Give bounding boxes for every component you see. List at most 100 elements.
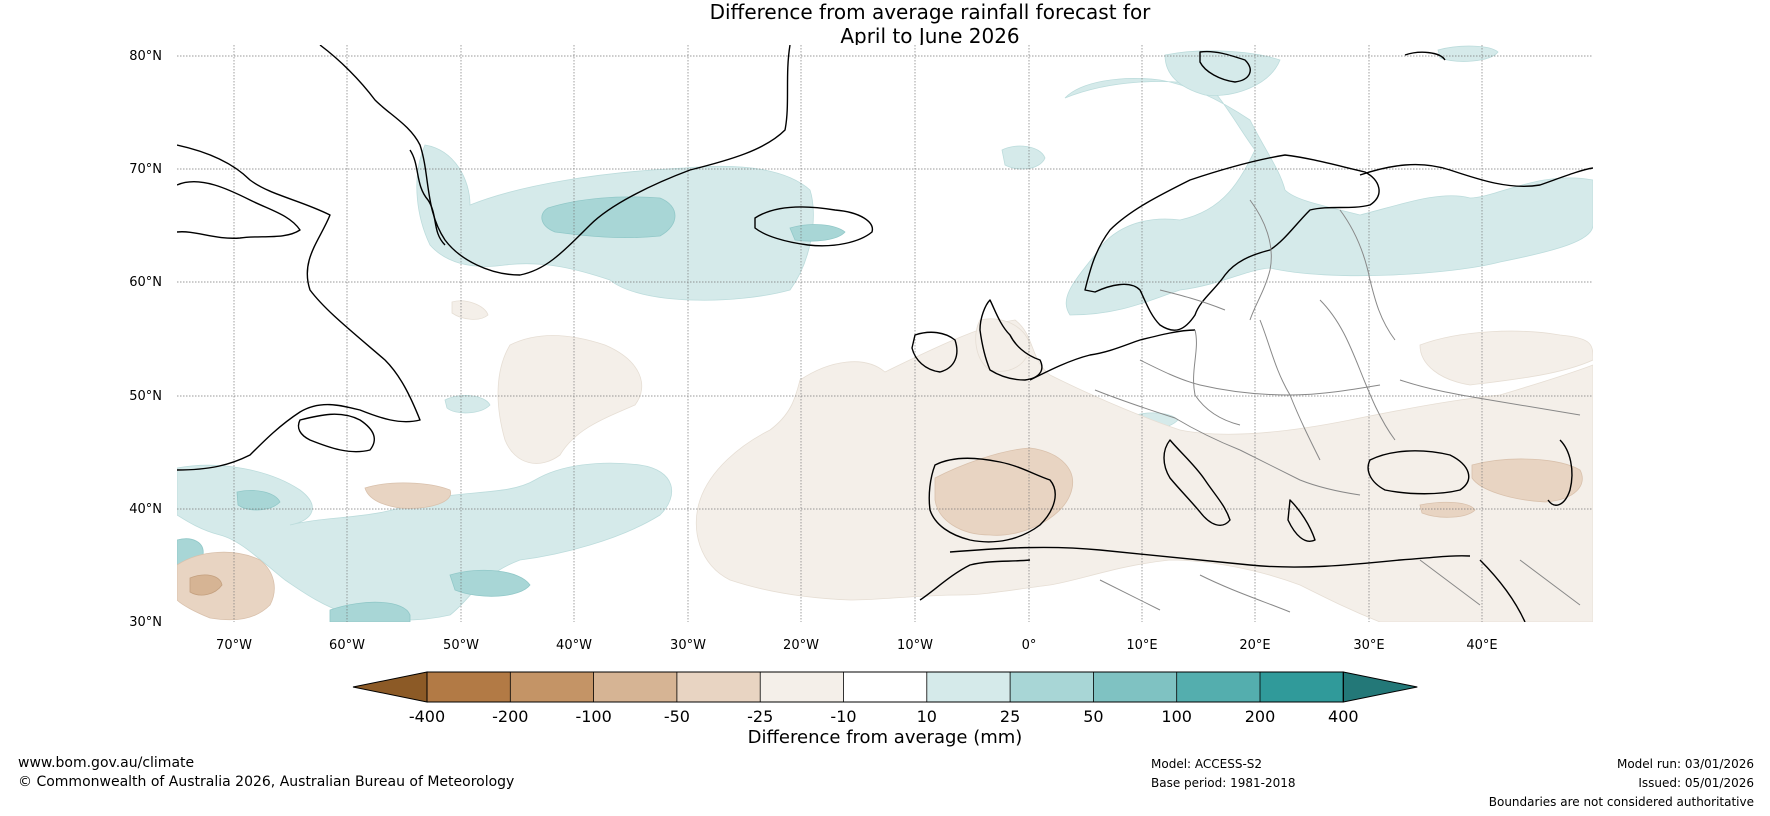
title-line-2: April to June 2026 (840, 24, 1020, 48)
russia-north-coast (1359, 163, 1593, 188)
anomaly-labrador-small (451, 300, 489, 320)
colorbar-segment (427, 672, 511, 702)
greenland-west-fjords (409, 149, 446, 246)
mediterranean-south (949, 546, 1471, 568)
colorbar-segment (926, 672, 1011, 702)
svalbard-coast (1199, 50, 1251, 83)
italy-coast (1163, 439, 1231, 526)
footer-model: Model: ACCESS-S2 (1151, 757, 1263, 771)
anomaly-southwest-core (189, 574, 223, 596)
colorbar-tick-label: -400 (409, 707, 445, 726)
anomaly-atlantic-brown (364, 482, 451, 509)
scandinavia-coast (1084, 154, 1380, 331)
anomaly-arctic-top (1437, 45, 1499, 62)
anomaly-uk (975, 318, 1031, 372)
colorbar-tick-label: -100 (575, 707, 611, 726)
lon-label-10w: 10°W (897, 638, 933, 653)
map-title: Difference from average rainfall forecas… (0, 0, 1770, 48)
colorbar-tick-label: 10 (917, 707, 937, 726)
colorbar-tick-label: -10 (830, 707, 856, 726)
red-sea-coast (1479, 559, 1526, 622)
colorbar-group (352, 671, 1418, 703)
colorbar-tick-label: 25 (1000, 707, 1020, 726)
caspian-sea (1547, 439, 1573, 506)
lat-label-50n: 50°N (129, 389, 162, 404)
uk-coast (979, 299, 1043, 381)
map-content (177, 45, 1593, 622)
lon-label-0: 0° (1022, 638, 1037, 653)
lon-label-30w: 30°W (670, 638, 706, 653)
footer-issued: Issued: 05/01/2026 (1638, 776, 1754, 790)
iberia-coast (928, 457, 1056, 543)
anomaly-south-core (329, 601, 411, 622)
colorbar-segment (1260, 672, 1344, 702)
anomaly-southwest-brown (177, 551, 275, 621)
longitude-labels: 70°W 60°W 50°W 40°W 30°W 20°W 10°W 0° 10… (216, 638, 1498, 653)
lon-label-30e: 30°E (1353, 638, 1384, 653)
anomaly-west-atlantic-core (449, 569, 531, 597)
coastlines (177, 45, 1593, 622)
lon-label-40e: 40°E (1466, 638, 1497, 653)
colorbar-tick-label: -200 (492, 707, 528, 726)
lat-label-30n: 30°N (129, 615, 162, 630)
colorbar-extend-low (352, 671, 428, 703)
anomaly-norwegian-sea (1064, 78, 1593, 316)
anomaly-middle-east-core (1471, 458, 1583, 503)
baffin-island (177, 181, 301, 239)
colorbar-segment (760, 672, 844, 702)
graticule (177, 45, 1593, 622)
colorbar-segment (843, 672, 928, 702)
labrador-south (297, 413, 376, 453)
lon-label-20w: 20°W (783, 638, 819, 653)
greenland-coast (319, 45, 791, 276)
europe-west-coast (1029, 329, 1196, 381)
anomaly-svalbard (1164, 50, 1281, 96)
lat-label-70n: 70°N (129, 162, 162, 177)
lat-label-60n: 60°N (129, 275, 162, 290)
anomaly-coast-core (236, 490, 281, 511)
ireland-coast (911, 331, 958, 373)
colorbar-tick-label: 100 (1161, 707, 1192, 726)
lon-label-20e: 20°E (1239, 638, 1270, 653)
colorbar-tick-label: -50 (664, 707, 690, 726)
iceland-coast (754, 206, 873, 247)
africa-coast (919, 559, 1031, 601)
colorbar-tick-label: 400 (1328, 707, 1359, 726)
anomaly-greenland-sea-core (541, 196, 676, 239)
footer-copyright: © Commonwealth of Australia 2026, Austra… (18, 774, 515, 790)
lon-label-70w: 70°W (216, 638, 252, 653)
colorbar-segment (1010, 672, 1094, 702)
anomaly-iceland-core (789, 224, 846, 242)
anomaly-iberia-core (934, 447, 1073, 536)
anomaly-west-atlantic (177, 462, 673, 621)
colorbar-tick-label: 200 (1245, 707, 1276, 726)
anomaly-newfoundland (444, 395, 491, 414)
latitude-labels: 80°N 70°N 60°N 50°N 40°N 30°N (129, 49, 162, 630)
country-borders (1094, 199, 1581, 613)
colorbar-tick-label: -25 (747, 707, 773, 726)
colorbar-segment (1176, 672, 1261, 702)
lon-label-50w: 50°W (443, 638, 479, 653)
footer-base-period: Base period: 1981-2018 (1151, 776, 1296, 790)
canada-coast (177, 144, 421, 471)
colorbar-label: Difference from average (mm) (747, 727, 1023, 748)
novaya-zemlya (1404, 51, 1446, 61)
lat-label-40n: 40°N (129, 502, 162, 517)
colorbar-ticks: -400 -200 -100 -50 -25 -10 10 25 50 100 200 400 (409, 672, 1359, 726)
colorbar-segment (676, 672, 761, 702)
anomaly-iran-core (1419, 501, 1476, 518)
footer-website: www.bom.gov.au/climate (18, 755, 195, 771)
colorbar-tick-label: 50 (1083, 707, 1103, 726)
footer-disclaimer: Boundaries are not considered authoritat… (1488, 795, 1754, 809)
lon-label-10e: 10°E (1126, 638, 1157, 653)
greece-coast (1287, 499, 1316, 542)
colorbar-segment (510, 672, 595, 702)
lon-label-40w: 40°W (556, 638, 592, 653)
colorbar-extend-high (1342, 671, 1418, 703)
lat-label-80n: 80°N (129, 49, 162, 64)
colorbar-segment (1093, 672, 1178, 702)
black-sea (1367, 450, 1470, 495)
anomaly-mid-atlantic (497, 335, 643, 464)
